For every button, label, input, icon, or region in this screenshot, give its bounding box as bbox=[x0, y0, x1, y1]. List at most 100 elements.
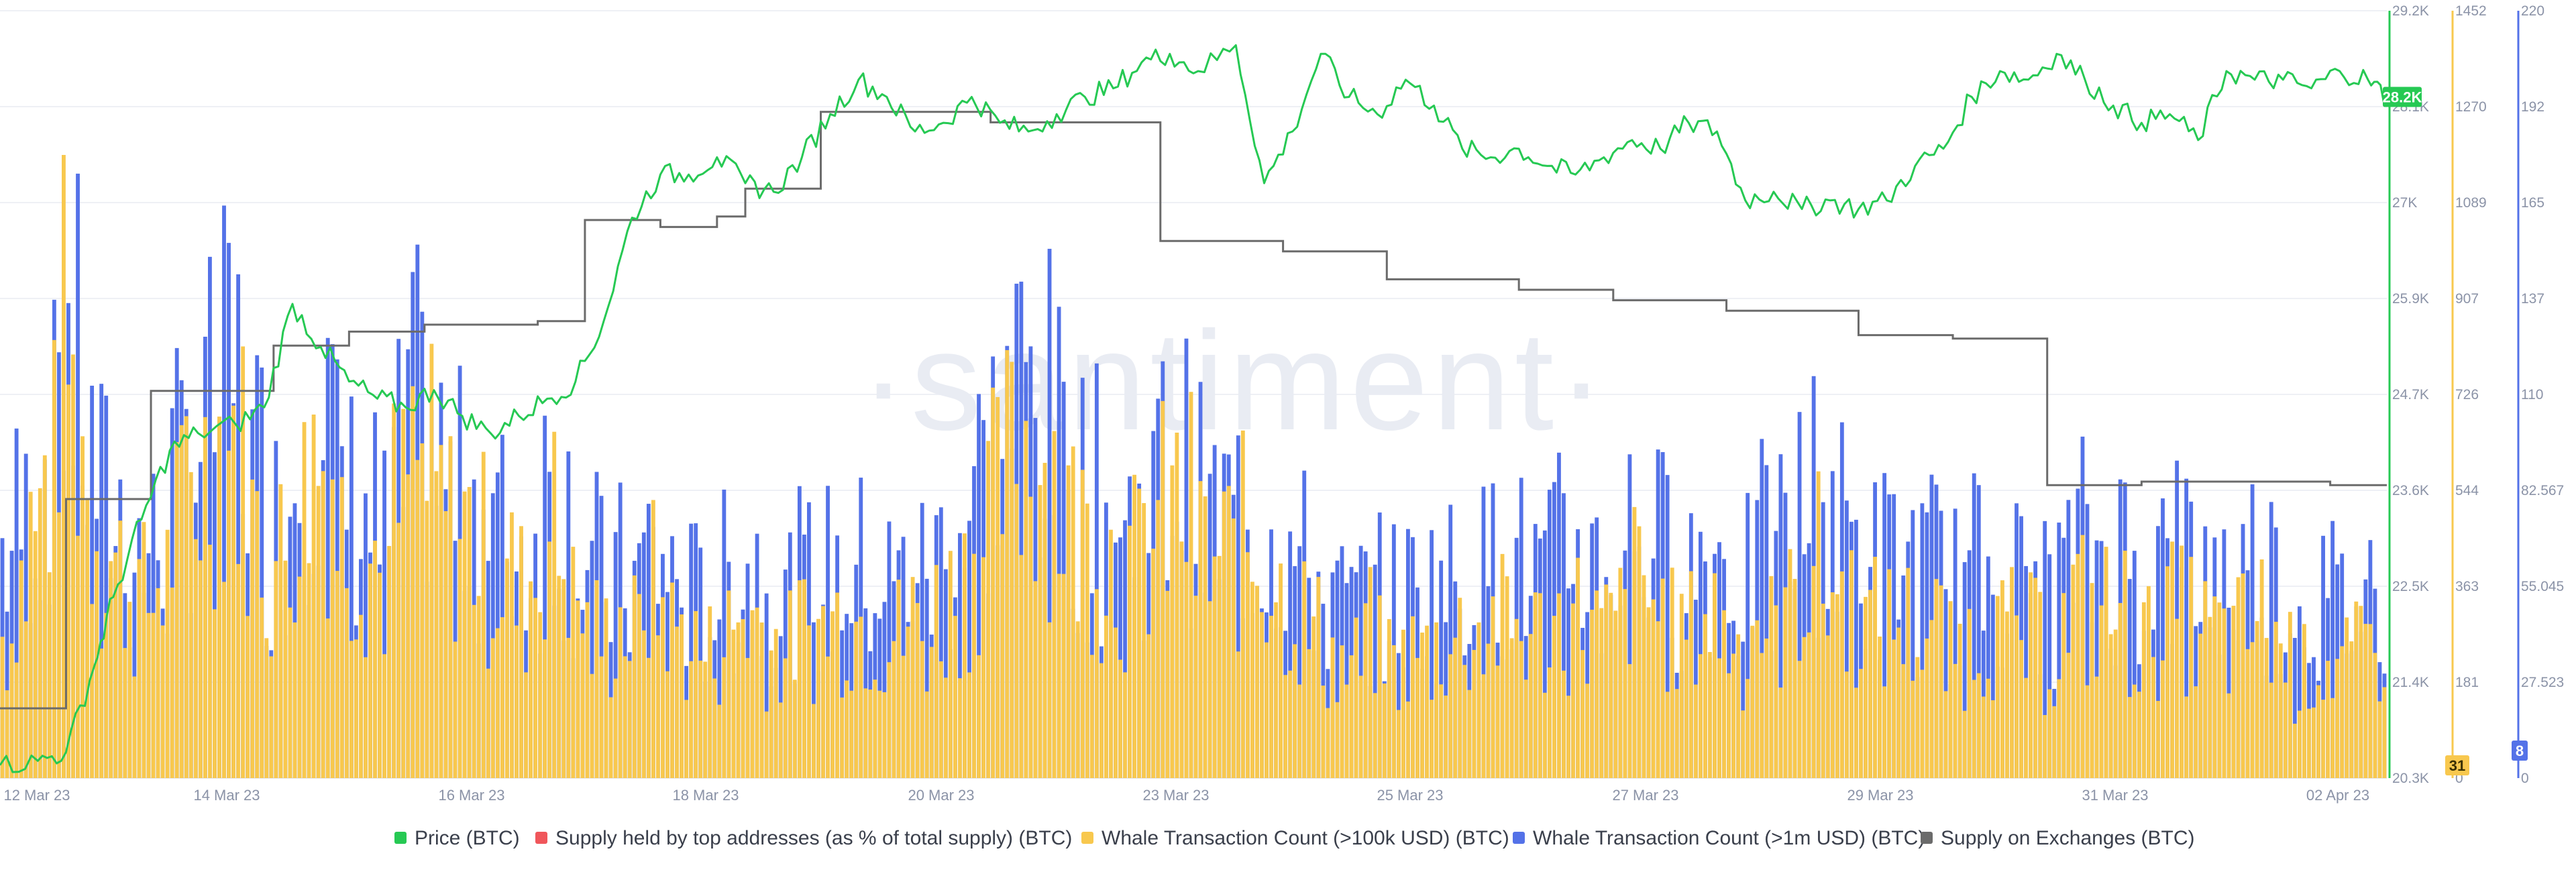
legend-label: Supply on Exchanges (BTC) bbox=[1941, 827, 2195, 849]
whale-100k-bar bbox=[264, 638, 269, 778]
whale-1m-bar bbox=[260, 367, 264, 778]
whale-100k-bar bbox=[429, 343, 434, 778]
whale-100k-bar bbox=[2151, 657, 2155, 778]
whale-100k-bar bbox=[453, 641, 458, 778]
whale-1m-bar bbox=[76, 173, 80, 778]
bar-series-group bbox=[0, 154, 2387, 779]
whale-100k-bar bbox=[1109, 529, 1113, 778]
whale-100k-bar bbox=[302, 422, 307, 778]
whale-100k-bar bbox=[1212, 556, 1217, 778]
whale-1m-bar bbox=[1439, 560, 1444, 778]
whale-100k-bar bbox=[576, 600, 580, 778]
whale-100k-bar bbox=[1901, 664, 1906, 778]
whale-100k-bar bbox=[1830, 592, 1835, 778]
whale-100k-bar bbox=[675, 626, 679, 778]
whale-100k-bar bbox=[198, 560, 203, 778]
whale-1m-bar bbox=[2057, 523, 2061, 778]
whale-100k-bar bbox=[641, 630, 646, 778]
whale-100k-bar bbox=[1929, 620, 1934, 778]
whale-100k-bar bbox=[1878, 636, 1882, 778]
whale-100k-axis-tick-label: 907 bbox=[2455, 291, 2479, 307]
whale-100k-bar bbox=[2194, 686, 2198, 778]
whale-100k-bar bbox=[906, 626, 910, 778]
whale-100k-bar bbox=[1472, 649, 1477, 778]
whale-1m-bar bbox=[1778, 454, 1783, 778]
whale-100k-bar bbox=[472, 604, 476, 778]
whale-1m-bar bbox=[500, 435, 504, 778]
whale-100k-bar bbox=[2273, 621, 2278, 778]
whale-1m-bar bbox=[2269, 502, 2273, 778]
whale-100k-bar bbox=[2057, 679, 2061, 778]
whale-100k-bar bbox=[1255, 586, 1259, 778]
whale-1m-bar bbox=[1943, 589, 1948, 778]
whale-100k-bar bbox=[929, 647, 934, 778]
whale-100k-bar bbox=[552, 431, 557, 778]
whale-100k-bar bbox=[2345, 617, 2349, 778]
whale-100k-bar bbox=[2137, 692, 2141, 778]
whale-100k-bar bbox=[2132, 684, 2137, 778]
whale-100k-bar bbox=[1231, 518, 1236, 778]
price-axis-tick-label: 20.3K bbox=[2392, 771, 2429, 786]
whale-1m-bar bbox=[2161, 498, 2165, 778]
whale-100k-bar bbox=[1142, 503, 1146, 778]
whale-100k-bar bbox=[1052, 431, 1057, 778]
whale-100k-bar bbox=[1146, 634, 1151, 778]
whale-100k-bar bbox=[52, 339, 56, 778]
whale-100k-bar bbox=[170, 587, 174, 778]
whale-100k-bar bbox=[1609, 592, 1613, 778]
whale-100k-bar bbox=[703, 661, 708, 778]
whale-100k-bar bbox=[873, 679, 877, 778]
whale-100k-bar bbox=[1774, 605, 1778, 778]
whale-100k-bar bbox=[462, 491, 467, 778]
whale-100k-bar bbox=[948, 551, 953, 778]
whale-100k-bar bbox=[1387, 618, 1391, 778]
x-axis-tick-label: 14 Mar 23 bbox=[193, 787, 260, 804]
whale-1m-bar bbox=[1953, 508, 1957, 778]
whale-100k-bar bbox=[42, 455, 47, 778]
whale-1m-bar bbox=[1430, 530, 1434, 778]
whale-1m-bar bbox=[599, 496, 604, 778]
whale-100k-bar bbox=[953, 616, 957, 778]
whale-1m-bar bbox=[1448, 504, 1453, 778]
whale-100k-bar bbox=[5, 690, 9, 778]
whale-100k-axis-tick-label: 0 bbox=[2455, 771, 2463, 786]
whale-100k-bar bbox=[434, 471, 439, 778]
whale-1m-bar bbox=[2024, 565, 2028, 778]
whale-100k-bar bbox=[717, 704, 722, 778]
whale-1m-bar bbox=[1297, 546, 1302, 778]
whale-1m-bar bbox=[1746, 492, 1750, 778]
whale-100k-bar bbox=[90, 604, 95, 778]
whale-100k-bar bbox=[1717, 658, 1721, 778]
whale-100k-bar bbox=[1434, 622, 1439, 778]
whale-100k-bar bbox=[495, 628, 500, 778]
whale-100k-bar bbox=[1321, 686, 1326, 778]
whale-100k-bar bbox=[392, 403, 396, 778]
whale-100k-bar bbox=[1533, 592, 1538, 778]
whale-100k-bar bbox=[1896, 627, 1901, 778]
whale-100k-bar bbox=[2141, 602, 2146, 778]
whale-100k-bar bbox=[788, 590, 792, 778]
whale-100k-bar bbox=[156, 588, 160, 778]
whale-1m-bar bbox=[1358, 545, 1363, 778]
whale-1m-bar bbox=[689, 523, 694, 778]
whale-100k-bar bbox=[1326, 708, 1330, 778]
whale-100k-bar bbox=[274, 561, 278, 778]
whale-1m-bar bbox=[2127, 579, 2132, 778]
whale-100k-bar bbox=[246, 616, 250, 778]
whale-100k-bar bbox=[1354, 617, 1358, 778]
whale-100k-bar bbox=[967, 672, 971, 778]
whale-1m-bar bbox=[2226, 607, 2231, 778]
whale-100k-bar bbox=[1038, 485, 1042, 778]
whale-100k-bar bbox=[727, 590, 731, 778]
whale-100k-bar bbox=[1071, 446, 1075, 778]
whale-100k-bar bbox=[1226, 486, 1231, 778]
whale-100k-bar bbox=[1000, 534, 1005, 778]
whale-100k-bar bbox=[1311, 616, 1316, 778]
whale-100k-bar bbox=[1957, 623, 1962, 778]
whale-1m-bar bbox=[2066, 500, 2071, 778]
whale-1m-axis-tick-label: 82.567 bbox=[2521, 483, 2564, 498]
whale-100k-bar bbox=[504, 558, 509, 778]
whale-100k-bar bbox=[1047, 622, 1052, 778]
whale-100k-bar bbox=[1203, 496, 1208, 778]
whale-1m-bar bbox=[967, 521, 971, 778]
